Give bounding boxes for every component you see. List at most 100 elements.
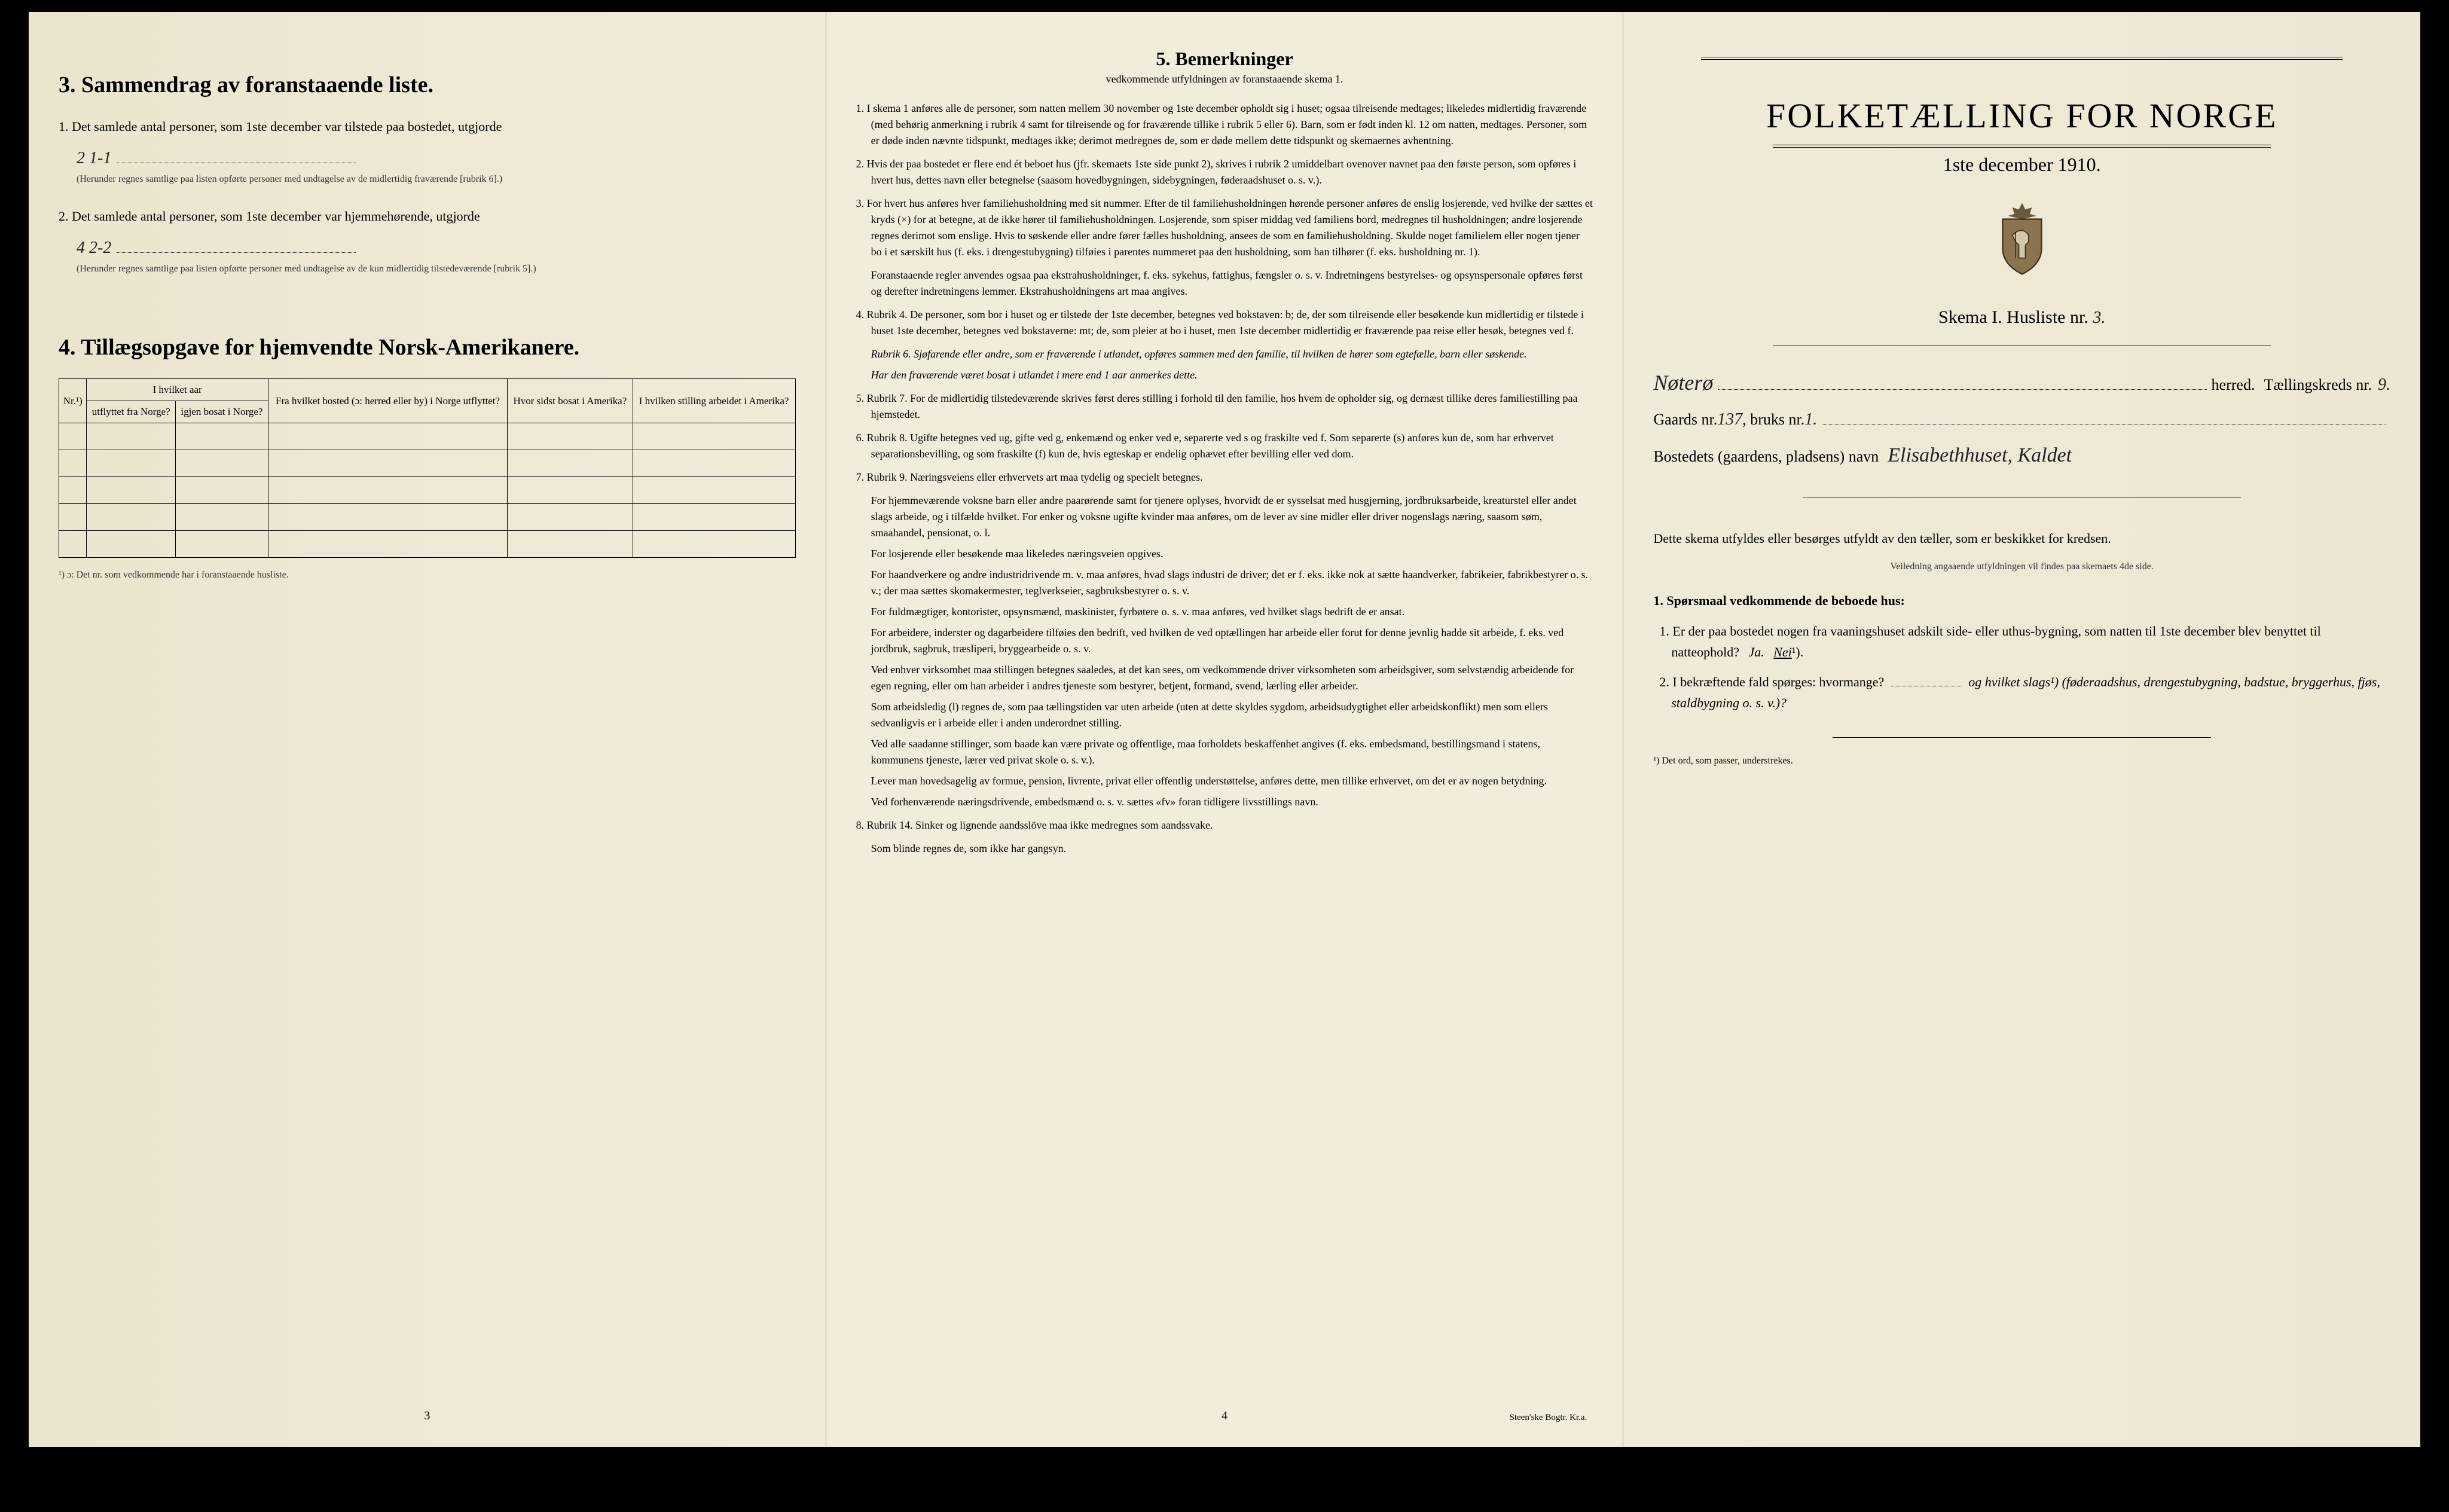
table-row [59, 477, 796, 504]
census-date: 1ste december 1910. [1653, 154, 2390, 176]
footnote: ¹) Det ord, som passer, understrekes. [1653, 756, 2390, 766]
remark-paragraph: For hjemmeværende voksne barn eller andr… [871, 493, 1593, 541]
item-1-value: 2 1-1 [77, 149, 111, 167]
instruction-text: Dette skema utfyldes eller besørges utfy… [1653, 527, 2390, 549]
table-row [59, 450, 796, 477]
remark-item: 1. I skema 1 anføres alle de personer, s… [856, 100, 1593, 149]
remark-text: Hvis der paa bostedet er flere end ét be… [867, 158, 1577, 186]
husliste-nr: 3. [2093, 308, 2105, 327]
bruks-label: , bruks nr. [1742, 411, 1804, 429]
remark-paragraph: Ved forhenværende næringsdrivende, embed… [871, 794, 1593, 810]
remark-paragraph: For arbeidere, inderster og dagarbeidere… [871, 625, 1593, 657]
th-year-group: I hvilket aar [87, 379, 268, 401]
table-row [59, 504, 796, 531]
item-1-text: Det samlede antal personer, som 1ste dec… [72, 119, 502, 134]
title-rule [1773, 145, 2271, 148]
remark-paragraph: For fuldmægtiger, kontorister, opsynsmæn… [871, 604, 1593, 620]
remark-paragraph: For haandverkere og andre industridriven… [871, 567, 1593, 599]
skema-label: Skema I. Husliste nr. [1938, 307, 2088, 327]
dotted-line [117, 252, 356, 253]
page-4: 5. Bemerkninger vedkommende utfyldningen… [826, 12, 1624, 1447]
remark-number: 4. [856, 308, 867, 320]
bosted-value: Elisabethhuset, Kaldet [1888, 444, 2072, 467]
th-from: Fra hvilket bosted (ɔ: herred eller by) … [268, 379, 507, 423]
section-3-title: 3. Sammendrag av foranstaaende liste. [59, 72, 796, 98]
footnote-rule [1833, 737, 2211, 738]
remark-paragraph: Som blinde regnes de, som ikke har gangs… [871, 841, 1593, 857]
page-number-3: 3 [424, 1409, 430, 1423]
printer-mark: Steen'ske Bogtr. Kr.a. [1510, 1413, 1587, 1423]
page-3: 3. Sammendrag av foranstaaende liste. 1.… [29, 12, 826, 1447]
kreds-label: Tællingskreds nr. [2264, 376, 2372, 394]
remark-text: Rubrik 4. De personer, som bor i huset o… [867, 308, 1584, 337]
q1-text: Er der paa bostedet nogen fra vaaningshu… [1671, 624, 2320, 659]
remark-text: Rubrik 7. For de midlertidig tilstedevær… [867, 392, 1578, 420]
herred-line: Nøterø herred. Tællingskreds nr. 9. [1653, 370, 2390, 395]
instruction-note: Veiledning angaaende utfyldningen vil fi… [1653, 561, 2390, 572]
coat-of-arms-icon [1989, 200, 2055, 277]
item-2-number: 2. [59, 209, 69, 224]
summary-item-1: 1. Det samlede antal personer, som 1ste … [59, 116, 796, 137]
question-1: 1. Er der paa bostedet nogen fra vaaning… [1671, 621, 2390, 662]
remark-paragraph: For losjerende eller besøkende maa likel… [871, 546, 1593, 562]
gaards-value: 137 [1717, 410, 1742, 429]
gaards-label: Gaards nr. [1653, 411, 1717, 429]
herred-label: herred. [2212, 376, 2255, 394]
page-title-page: FOLKETÆLLING FOR NORGE 1ste december 191… [1623, 12, 2420, 1447]
remark-text: Rubrik 9. Næringsveiens eller erhvervets… [867, 471, 1203, 483]
document-spread: 3. Sammendrag av foranstaaende liste. 1.… [29, 12, 2420, 1447]
remark-number: 6. [856, 432, 867, 444]
remark-text: Rubrik 14. Sinker og lignende aandsslöve… [867, 819, 1213, 831]
remarks-list: 1. I skema 1 anføres alle de personer, s… [856, 100, 1593, 857]
th-nr: Nr.¹) [59, 379, 87, 423]
remark-number: 3. [856, 197, 867, 209]
q1-nei: Nei [1773, 644, 1792, 659]
remark-number: 1. [856, 102, 867, 114]
top-rule [1701, 57, 2343, 60]
herred-value: Nøterø [1653, 370, 1713, 395]
table-row [59, 531, 796, 558]
skema-line: Skema I. Husliste nr. 3. [1653, 307, 2390, 328]
remark-paragraph: Ved alle saadanne stillinger, som baade … [871, 736, 1593, 768]
question-2: 2. I bekræftende fald spørges: hvormange… [1671, 671, 2390, 713]
item-1-note: (Herunder regnes samtlige paa listen opf… [77, 174, 796, 185]
th-position: I hvilken stilling arbeidet i Amerika? [633, 379, 795, 423]
remark-item: 8. Rubrik 14. Sinker og lignende aandssl… [856, 817, 1593, 833]
section-4-title: 4. Tillægsopgave for hjemvendte Norsk-Am… [59, 334, 796, 361]
q2-text: I bekræftende fald spørges: hvormange? [1672, 674, 1884, 689]
summary-item-2: 2. Det samlede antal personer, som 1ste … [59, 206, 796, 227]
item-2-text: Det samlede antal personer, som 1ste dec… [72, 209, 480, 224]
q1-ja: Ja. [1748, 644, 1764, 659]
bosted-label: Bostedets (gaardens, pladsens) navn [1653, 448, 1879, 466]
remark-item: 4. Rubrik 4. De personer, som bor i huse… [856, 307, 1593, 339]
remark-paragraph: Lever man hovedsagelig av formue, pensio… [871, 773, 1593, 789]
bruks-value: 1. [1804, 410, 1817, 429]
emigrant-table: Nr.¹) I hvilket aar Fra hvilket bosted (… [59, 378, 796, 558]
table-footnote: ¹) ɔ: Det nr. som vedkommende har i fora… [59, 570, 796, 581]
remarks-title: 5. Bemerkninger [856, 48, 1593, 70]
remark-paragraph: Ved enhver virksomhet maa stillingen bet… [871, 662, 1593, 694]
table-body [59, 423, 796, 558]
remark-sub: Rubrik 6. Sjøfarende eller andre, som er… [871, 346, 1593, 362]
remark-number: 5. [856, 392, 867, 404]
item-2-note: (Herunder regnes samtlige paa listen opf… [77, 264, 796, 274]
remark-number: 7. [856, 471, 867, 483]
remark-text: I skema 1 anføres alle de personer, som … [867, 102, 1587, 146]
remark-item: 7. Rubrik 9. Næringsveiens eller erhverv… [856, 469, 1593, 485]
remark-item: 3. For hvert hus anføres hver familiehus… [856, 196, 1593, 260]
question-heading: 1. Spørsmaal vedkommende de beboede hus: [1653, 590, 2390, 611]
remark-text: Rubrik 8. Ugifte betegnes ved ug, gifte … [867, 432, 1554, 460]
remark-item: 5. Rubrik 7. For de midlertidig tilstede… [856, 390, 1593, 423]
remark-text: For hvert hus anføres hver familiehushol… [867, 197, 1593, 258]
remark-paragraph: Foranstaaende regler anvendes ogsaa paa … [871, 267, 1593, 300]
remark-sub: Har den fraværende været bosat i utlande… [871, 367, 1593, 383]
item-1-number: 1. [59, 119, 69, 134]
th-where: Hvor sidst bosat i Amerika? [508, 379, 633, 423]
bosted-line: Bostedets (gaardens, pladsens) navn Elis… [1653, 444, 2390, 467]
q2-number: 2. [1659, 674, 1669, 689]
page-number-4: 4 [1222, 1409, 1227, 1423]
remark-item: 6. Rubrik 8. Ugifte betegnes ved ug, gif… [856, 430, 1593, 462]
th-returned: igjen bosat i Norge? [175, 401, 268, 423]
gaards-line: Gaards nr. 137 , bruks nr. 1. [1653, 410, 2390, 429]
remark-number: 2. [856, 158, 867, 170]
